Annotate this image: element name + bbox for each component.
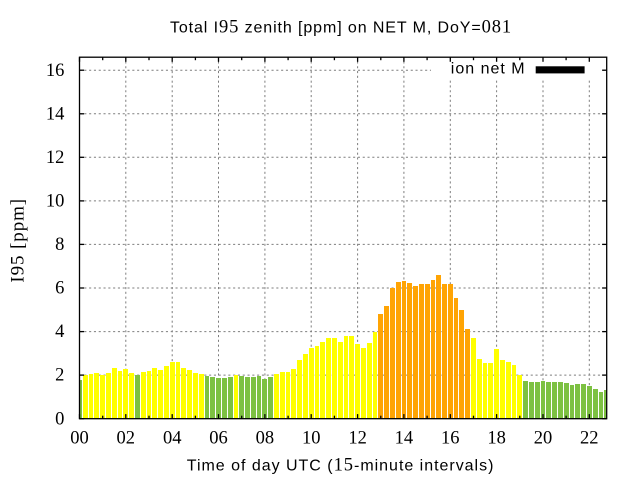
- svg-text:16: 16: [46, 61, 65, 81]
- svg-text:12: 12: [348, 428, 367, 448]
- svg-text:10: 10: [46, 192, 65, 212]
- svg-text:22: 22: [580, 428, 599, 448]
- svg-text:Total I95 zenith [ppm] on NET: Total I95 zenith [ppm] on NET M, DoY=081: [170, 17, 512, 37]
- svg-text:0: 0: [55, 409, 64, 429]
- svg-text:14: 14: [46, 104, 65, 124]
- svg-text:ion net M: ion net M: [451, 61, 526, 78]
- svg-text:06: 06: [209, 428, 228, 448]
- svg-text:04: 04: [163, 428, 182, 448]
- svg-text:10: 10: [302, 428, 321, 448]
- svg-text:08: 08: [256, 428, 275, 448]
- svg-text:00: 00: [70, 428, 89, 448]
- svg-text:6: 6: [55, 279, 64, 299]
- svg-text:8: 8: [55, 235, 64, 255]
- svg-text:12: 12: [46, 148, 65, 168]
- svg-text:I95 [ppm]: I95 [ppm]: [8, 198, 29, 283]
- svg-text:18: 18: [487, 428, 506, 448]
- svg-text:4: 4: [55, 322, 64, 342]
- svg-text:2: 2: [55, 366, 64, 386]
- svg-text:02: 02: [117, 428, 136, 448]
- svg-text:14: 14: [395, 428, 414, 448]
- svg-text:20: 20: [534, 428, 553, 448]
- svg-text:16: 16: [441, 428, 460, 448]
- svg-text:Time of day UTC (15-minute int: Time of day UTC (15-minute intervals): [187, 455, 495, 475]
